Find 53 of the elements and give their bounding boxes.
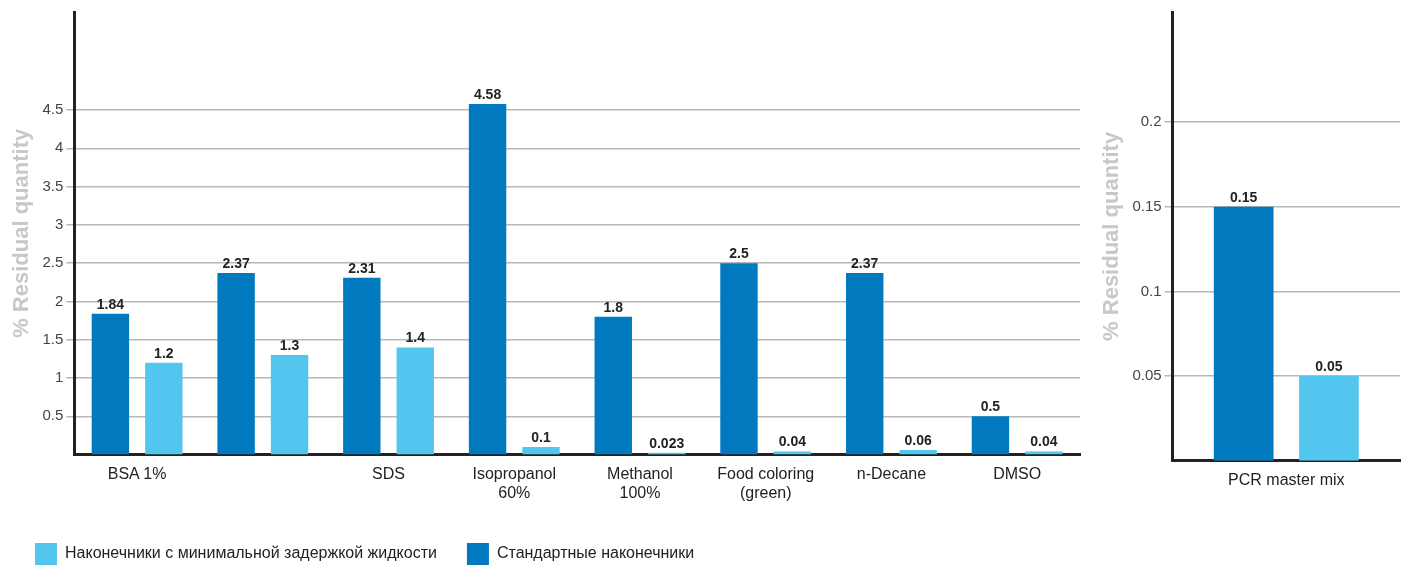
- x-tick-label: Isopropanol 60%: [472, 464, 557, 501]
- data-label: 2.37: [222, 254, 250, 271]
- x-tick-label: SDS: [372, 464, 405, 482]
- data-label: 0.04: [778, 433, 807, 450]
- x-tick-label: DMSO: [993, 464, 1042, 482]
- data-label: 0.023: [649, 434, 685, 451]
- bar: [270, 355, 309, 455]
- bar: [971, 416, 1010, 455]
- data-label: 0.5: [980, 398, 1001, 415]
- y-tick-label: 0.05: [1132, 366, 1162, 384]
- y-tick-label: 1.5: [42, 329, 64, 347]
- data-label: 4.58: [473, 85, 502, 102]
- data-label: 0.15: [1230, 188, 1258, 205]
- data-label: 0.06: [904, 431, 932, 448]
- bar: [846, 273, 884, 455]
- data-label: 1.8: [603, 298, 624, 315]
- x-tick-label: Methanol 100%: [607, 464, 673, 501]
- data-label: 0.1: [531, 428, 551, 445]
- bar: [91, 313, 130, 455]
- x-tick-label: Food coloring (green): [717, 464, 815, 501]
- y-tick-label: 2: [54, 291, 64, 309]
- y-tick-label: 0.2: [1140, 112, 1162, 130]
- y-tick-label: 0.1: [1140, 281, 1162, 299]
- bar: [145, 362, 183, 455]
- data-label: 2.37: [851, 254, 879, 271]
- bar: [720, 263, 758, 455]
- data-label: 0.05: [1315, 357, 1343, 374]
- bar: [396, 347, 434, 455]
- bar: [522, 446, 560, 455]
- legend-label: Стандартные наконечники: [496, 544, 695, 562]
- data-label: 0.04: [1030, 433, 1058, 450]
- x-tick-label: BSA 1%: [107, 464, 167, 482]
- y-tick-label: 4: [54, 138, 64, 156]
- y-tick-label: 0.15: [1132, 196, 1162, 214]
- bar: [217, 273, 255, 455]
- y-tick-label: 3.5: [42, 176, 64, 194]
- bar: [468, 103, 507, 455]
- y-tick-label: 0.5: [42, 406, 64, 424]
- y-tick-label: 4.5: [42, 100, 64, 118]
- data-label: 1.84: [96, 295, 125, 312]
- data-label: 1.4: [405, 329, 426, 346]
- legend-label: Наконечники с минимальной задержкой жидкости: [65, 544, 437, 562]
- data-label: 1.3: [279, 336, 300, 353]
- bar: [343, 277, 381, 455]
- x-tick-label: n-Decane: [856, 464, 927, 482]
- data-label: 1.2: [154, 344, 174, 361]
- x-tick-label: PCR master mix: [1228, 470, 1345, 488]
- y-tick-label: 1: [54, 368, 64, 386]
- data-label: 2.5: [729, 245, 749, 262]
- y-tick-label: 3: [54, 215, 64, 233]
- y-tick-label: 2.5: [42, 253, 64, 271]
- bar: [594, 316, 632, 455]
- data-label: 2.31: [348, 259, 376, 276]
